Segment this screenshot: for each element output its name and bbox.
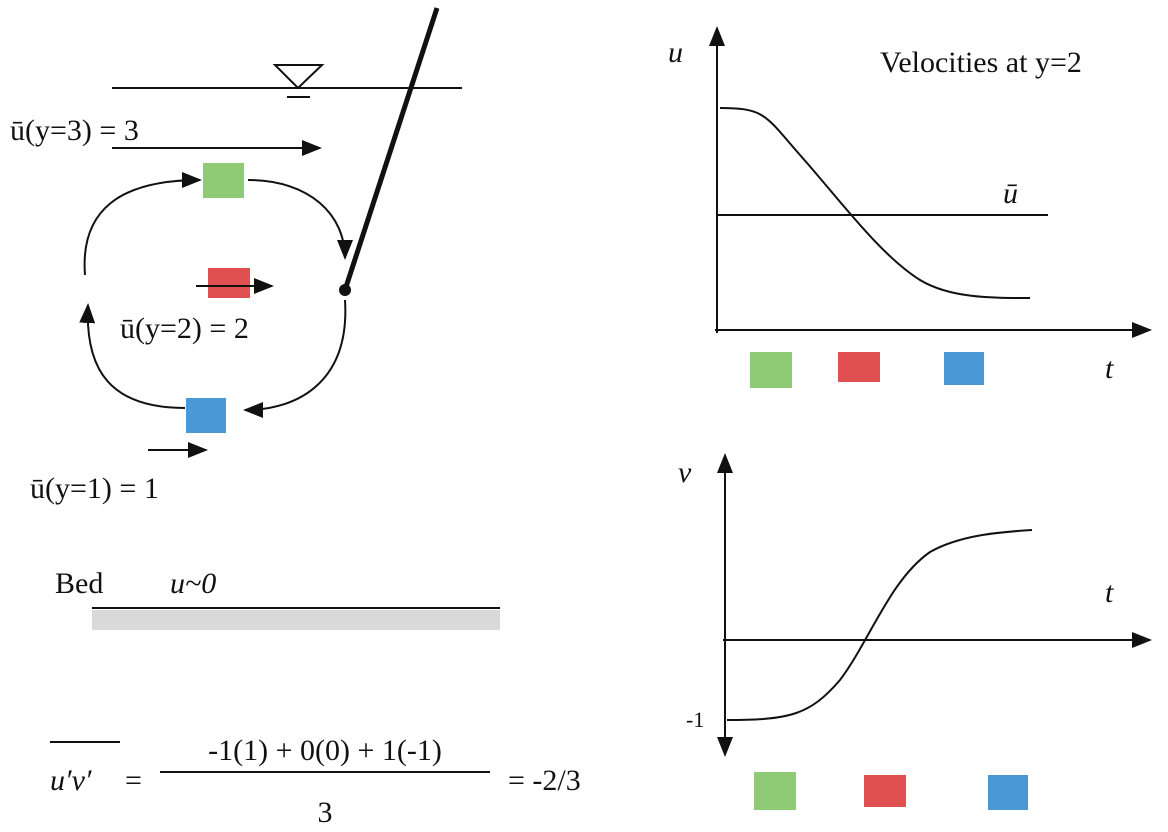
red-parcel xyxy=(864,775,906,807)
equation-lhs: u′v′ xyxy=(50,764,92,797)
min-label: -1 xyxy=(686,707,704,732)
probe-tip xyxy=(339,284,351,296)
u-curve xyxy=(719,107,1031,299)
middle-velocity: ū(y=2) = 2 xyxy=(120,312,249,345)
eddy-arrow xyxy=(83,172,202,276)
flow-sketch: ū(y=3) = 3 ū(y=2) = 2 ū(y=1) = 1 Bed u~0 xyxy=(10,7,500,630)
bottom-velocity: ū(y=1) = 1 xyxy=(30,472,159,505)
red-parcel xyxy=(208,268,250,298)
blue-parcel xyxy=(186,398,226,433)
green-parcel xyxy=(203,163,244,198)
top-velocity: ū(y=3) = 3 xyxy=(10,114,139,147)
plot-title: Velocities at y=2 xyxy=(880,46,1082,79)
y-axis-label: u xyxy=(668,36,683,69)
equation-equals: = xyxy=(125,764,142,797)
red-parcel xyxy=(838,352,880,382)
eddy-arrow xyxy=(247,179,353,260)
denominator: 3 xyxy=(318,796,333,829)
x-axis-label: t xyxy=(1105,576,1114,609)
eddy-arrow xyxy=(79,303,186,409)
x-axis-label: t xyxy=(1105,352,1114,385)
upper-plot: u Velocities at y=2 ū t xyxy=(668,26,1152,388)
lower-plot: v t -1 xyxy=(678,453,1152,810)
y-axis-label: v xyxy=(678,456,692,489)
mean-label: ū xyxy=(1003,177,1018,210)
bed-label: Bed xyxy=(55,567,103,600)
surface-symbol xyxy=(272,64,325,90)
blue-parcel xyxy=(944,352,984,385)
eddy-arrow xyxy=(243,299,347,418)
bed xyxy=(92,610,500,630)
probe xyxy=(342,7,440,291)
v-curve xyxy=(726,529,1033,721)
numerator: -1(1) + 0(0) + 1(-1) xyxy=(208,734,442,767)
green-parcel xyxy=(750,352,792,388)
green-parcel xyxy=(754,772,796,810)
blue-parcel xyxy=(988,775,1028,810)
equation-result: = -2/3 xyxy=(508,764,581,797)
equation: u′v′ = -1(1) + 0(0) + 1(-1) 3 = -2/3 xyxy=(50,734,581,829)
bed-velocity: u~0 xyxy=(170,567,216,600)
